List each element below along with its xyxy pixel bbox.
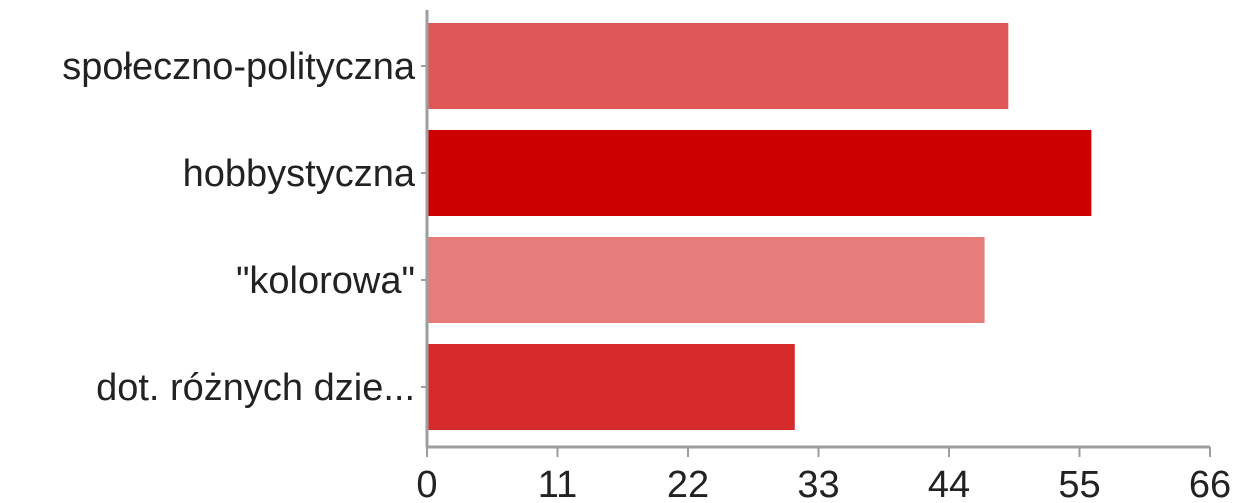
x-tick-label-3: 33 bbox=[797, 464, 839, 503]
x-tick-label-5: 55 bbox=[1058, 464, 1100, 503]
x-tick-label-0: 0 bbox=[416, 464, 437, 503]
x-tick-label-6: 66 bbox=[1189, 464, 1231, 503]
bar-2 bbox=[427, 237, 985, 323]
category-label-1: hobbystyczna bbox=[183, 153, 416, 195]
x-tick-label-1: 11 bbox=[538, 464, 577, 503]
category-label-3: dot. różnych dzie... bbox=[96, 367, 415, 409]
bar-3 bbox=[427, 344, 795, 430]
category-label-2: "kolorowa" bbox=[236, 260, 415, 302]
bar-1 bbox=[427, 130, 1092, 216]
x-axis-ticks: 0 11 22 33 44 55 66 bbox=[416, 447, 1231, 503]
bar-0 bbox=[427, 23, 1009, 109]
x-tick-label-4: 44 bbox=[928, 464, 970, 503]
bars-layer bbox=[427, 23, 1092, 430]
x-tick-label-2: 22 bbox=[667, 464, 709, 503]
category-labels: społeczno-polityczna hobbystyczna "kolorow… bbox=[62, 46, 427, 409]
category-label-0: społeczno-polityczna bbox=[62, 46, 416, 88]
